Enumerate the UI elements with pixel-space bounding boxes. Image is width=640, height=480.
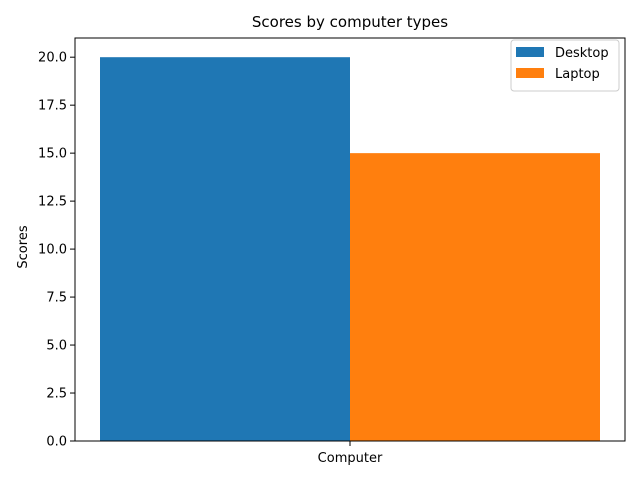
y-tick-label: 17.5	[38, 99, 67, 114]
legend-swatch-desktop	[516, 47, 544, 57]
y-tick-label: 7.5	[46, 291, 67, 306]
y-tick-label: 2.5	[46, 387, 67, 402]
legend: Desktop Laptop	[510, 39, 620, 92]
y-tick-label: 12.5	[38, 195, 67, 210]
x-tick-label: Computer	[318, 451, 383, 466]
bar-desktop	[100, 57, 350, 441]
legend-label-desktop: Desktop	[555, 46, 609, 61]
bars-group	[100, 57, 600, 441]
y-tick-label: 15.0	[38, 147, 67, 162]
chart-title: Scores by computer types	[252, 13, 448, 31]
y-axis-ticks: 0.0 2.5 5.0 7.5 10.0 12.5 15.0 17.5 20.0	[38, 51, 75, 450]
y-tick-label: 0.0	[46, 435, 67, 450]
y-axis-label: Scores	[16, 225, 31, 268]
bar-laptop	[350, 153, 600, 441]
y-tick-label: 10.0	[38, 243, 67, 258]
legend-label-laptop: Laptop	[555, 67, 600, 82]
legend-swatch-laptop	[516, 68, 544, 78]
y-tick-label: 5.0	[46, 339, 67, 354]
plot-frame	[74, 37, 626, 442]
y-tick-label: 20.0	[38, 51, 67, 66]
x-axis-ticks: Computer	[318, 441, 383, 466]
